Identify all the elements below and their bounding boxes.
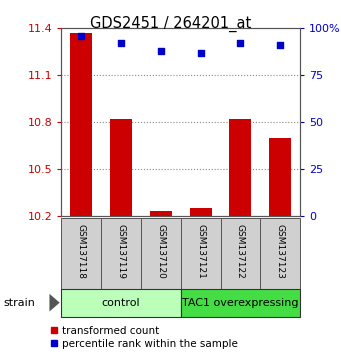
Bar <box>221 218 260 289</box>
Bar <box>61 289 181 317</box>
Bar <box>141 218 181 289</box>
Legend: transformed count, percentile rank within the sample: transformed count, percentile rank withi… <box>45 321 242 353</box>
Text: GSM137120: GSM137120 <box>156 224 165 279</box>
Point <box>78 33 84 39</box>
Bar <box>110 119 132 216</box>
Bar <box>229 119 251 216</box>
Bar <box>70 33 92 216</box>
Bar <box>260 218 300 289</box>
Point <box>198 50 203 56</box>
Text: GSM137122: GSM137122 <box>236 224 245 279</box>
Bar <box>181 289 300 317</box>
Point <box>158 48 164 54</box>
Point <box>118 40 124 46</box>
Text: GSM137118: GSM137118 <box>77 224 86 279</box>
Point <box>238 40 243 46</box>
Point <box>278 42 283 48</box>
Text: GSM137123: GSM137123 <box>276 224 285 279</box>
Text: control: control <box>102 298 140 308</box>
Text: GDS2451 / 264201_at: GDS2451 / 264201_at <box>90 16 251 32</box>
Bar <box>190 208 211 216</box>
Text: strain: strain <box>3 298 35 308</box>
Bar <box>150 211 172 216</box>
Text: GSM137121: GSM137121 <box>196 224 205 279</box>
Bar <box>101 218 141 289</box>
Text: GSM137119: GSM137119 <box>117 224 125 279</box>
Bar <box>269 138 291 216</box>
Bar <box>61 218 101 289</box>
Text: TAC1 overexpressing: TAC1 overexpressing <box>182 298 299 308</box>
Bar <box>181 218 221 289</box>
